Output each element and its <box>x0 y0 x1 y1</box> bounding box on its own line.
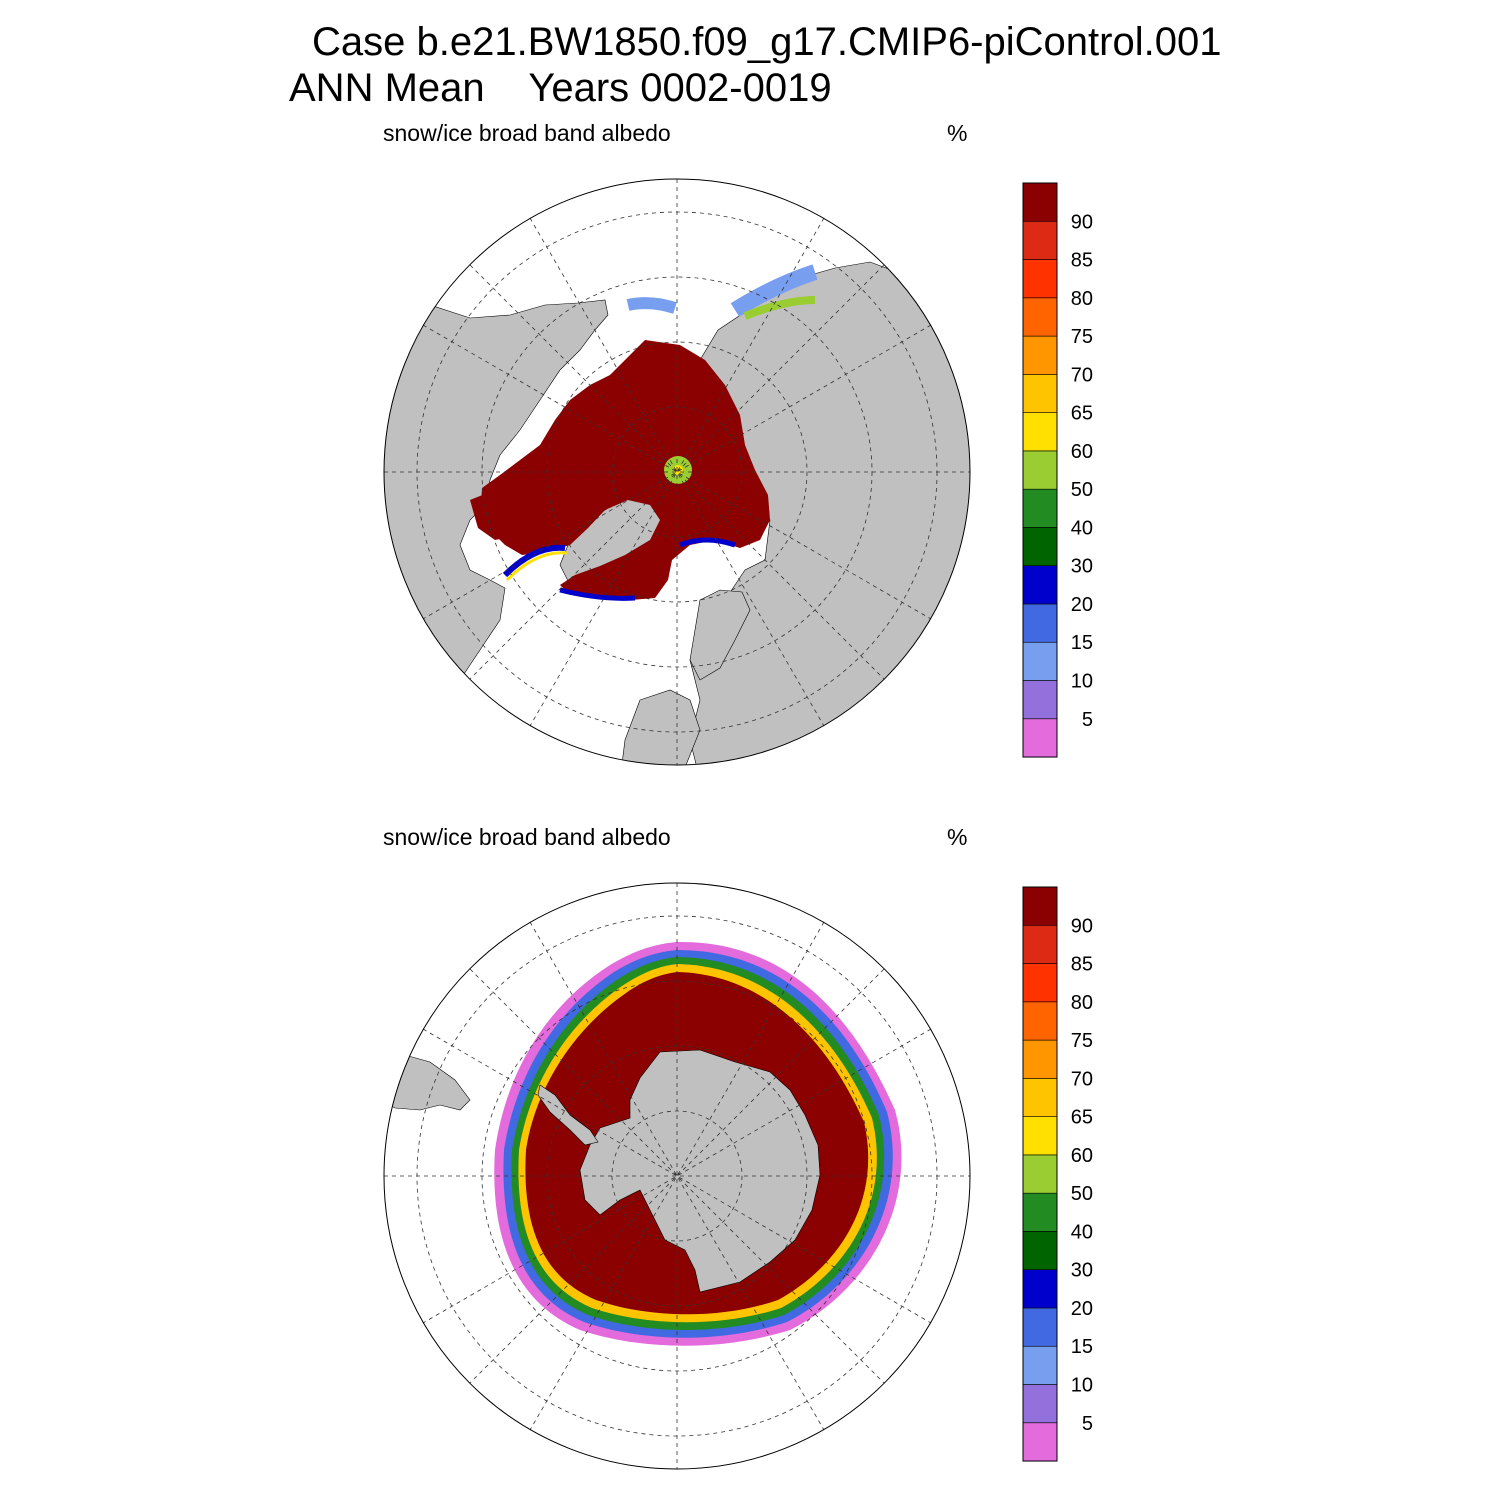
colorbar-south-swatch <box>1022 963 1058 1003</box>
colorbar-south-outline <box>1022 886 1058 1462</box>
north-ice-edge-okhotsk <box>730 264 818 317</box>
colorbar-south-swatch <box>1022 1192 1058 1232</box>
colorbar-south-tick-label: 40 <box>1071 1221 1093 1243</box>
north-map-border <box>383 178 971 766</box>
colorbar-north-tick-label: 90 <box>1071 211 1093 233</box>
colorbar-south-tick-label: 10 <box>1071 1375 1093 1397</box>
colorbar-south-tick-label: 70 <box>1071 1068 1093 1090</box>
colorbar-south-swatch <box>1022 1154 1058 1194</box>
north-polar-map <box>383 178 971 766</box>
colorbar-north-swatch <box>1022 603 1058 643</box>
colorbar-north-tick-label: 40 <box>1071 517 1093 539</box>
colorbar-north-swatch <box>1022 335 1058 375</box>
north-land-north-america <box>384 299 609 691</box>
colorbar-north: 5 10 15 20 30 40 50 60 65 70 75 80 85 90 <box>1022 182 1093 758</box>
colorbar-north-tick-label: 15 <box>1071 632 1093 654</box>
colorbar-south-swatch <box>1022 1001 1058 1041</box>
north-sea-ice-arctic <box>480 340 770 600</box>
colorbar-south-swatch <box>1022 1269 1058 1309</box>
colorbar-south-tick-label: 30 <box>1071 1260 1093 1282</box>
colorbar-north-swatch <box>1022 527 1058 566</box>
south-variable-label: snow/ice broad band albedo <box>383 824 671 850</box>
north-ice-edge-okhotsk-2 <box>743 296 816 320</box>
colorbar-north-tick-label: 85 <box>1071 250 1093 272</box>
colorbar-north-tick-label: 60 <box>1071 441 1093 463</box>
colorbar-south-swatch <box>1022 886 1058 926</box>
north-sea-ice-hudson <box>470 488 530 540</box>
colorbar-south-tick-label: 90 <box>1071 915 1093 937</box>
colorbar-north-swatch <box>1022 412 1058 452</box>
title-case: Case b.e21.BW1850.f09_g17.CMIP6-piContro… <box>312 20 1222 64</box>
colorbar-north-swatch <box>1022 718 1058 758</box>
colorbar-south-swatch <box>1022 924 1058 964</box>
colorbar-north-tick-label: 70 <box>1071 364 1093 386</box>
colorbar-south-tick-label: 20 <box>1071 1298 1093 1320</box>
colorbar-north-tick-label: 30 <box>1071 556 1093 578</box>
colorbar-north-swatch <box>1022 680 1058 720</box>
south-polar-map <box>383 882 971 1470</box>
south-units-label: % <box>947 824 968 850</box>
colorbar-north-tick-label: 10 <box>1071 671 1093 693</box>
colorbar-south-tick-label: 60 <box>1071 1145 1093 1167</box>
south-land-antarctica <box>579 1049 821 1293</box>
colorbar-south: 5 10 15 20 30 40 50 60 65 70 75 80 85 90 <box>1022 886 1093 1462</box>
south-land-peninsula <box>537 1084 599 1146</box>
colorbar-north-tick-label: 5 <box>1082 709 1093 731</box>
colorbar-north-swatch <box>1022 641 1058 681</box>
colorbar-north-tick-label: 20 <box>1071 594 1093 616</box>
north-ice-edge-bering <box>626 297 677 314</box>
colorbar-south-tick-label: 15 <box>1071 1336 1093 1358</box>
colorbar-south-swatch <box>1022 1231 1058 1271</box>
colorbar-north-swatch <box>1022 297 1058 337</box>
colorbar-north-swatch <box>1022 450 1058 490</box>
colorbar-north-swatch <box>1022 565 1058 605</box>
colorbar-north-tick-label: 50 <box>1071 479 1093 501</box>
colorbar-north-tick-label: 65 <box>1071 403 1093 425</box>
colorbar-south-tick-label: 50 <box>1071 1183 1093 1205</box>
colorbar-north-tick-label: 75 <box>1071 326 1093 348</box>
colorbar-south-tick-label: 65 <box>1071 1107 1093 1129</box>
north-variable-label: snow/ice broad band albedo <box>383 120 671 146</box>
colorbar-south-tick-label: 85 <box>1071 954 1093 976</box>
colorbar-south-swatch <box>1022 1307 1058 1347</box>
north-ice-edge-labrador <box>502 544 566 578</box>
colorbar-north-swatch <box>1022 182 1058 222</box>
north-ice-edge-barents <box>679 537 736 548</box>
colorbar-south-swatch <box>1022 1345 1058 1385</box>
colorbar-south-swatch <box>1022 1384 1058 1424</box>
south-graticule <box>384 883 970 1469</box>
north-units-label: % <box>947 120 968 146</box>
south-map-border <box>383 882 971 1470</box>
north-land-europe <box>619 689 701 765</box>
colorbar-north-swatch <box>1022 220 1058 260</box>
north-ice-edge-greenland <box>559 587 636 601</box>
colorbar-north-swatch <box>1022 374 1058 413</box>
colorbar-north-swatch <box>1022 259 1058 299</box>
colorbar-south-swatch <box>1022 1078 1058 1117</box>
colorbar-south-tick-label: 75 <box>1071 1030 1093 1052</box>
colorbar-south-swatch <box>1022 1116 1058 1156</box>
colorbar-south-tick-label: 80 <box>1071 992 1093 1014</box>
colorbar-south-swatch <box>1022 1422 1058 1462</box>
colorbar-north-swatch <box>1022 488 1058 528</box>
colorbar-south-swatch <box>1022 1039 1058 1079</box>
title-period: ANN Mean Years 0002-0019 <box>289 66 832 110</box>
colorbar-south-tick-label: 5 <box>1082 1413 1093 1435</box>
colorbar-north-tick-label: 80 <box>1071 288 1093 310</box>
north-graticule <box>384 179 970 765</box>
north-ice-edge-labrador-2 <box>505 551 568 582</box>
colorbar-north-outline <box>1022 182 1058 758</box>
